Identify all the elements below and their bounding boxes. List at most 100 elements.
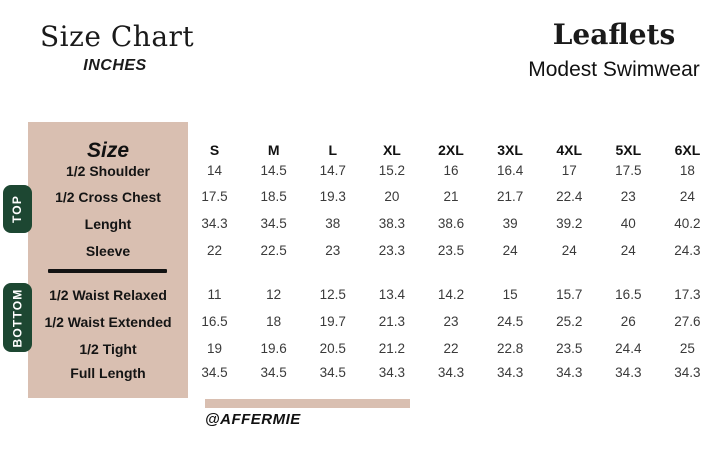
- measurement-value: 17: [561, 163, 577, 178]
- row-label: Full Length: [70, 365, 146, 381]
- measurement-value: 38: [325, 216, 341, 231]
- measurement-value: 21.2: [378, 341, 406, 356]
- measurement-value: 23: [443, 314, 459, 329]
- footer-accent-bar: [205, 399, 410, 408]
- measurement-value: 39: [502, 216, 518, 231]
- measurement-value: 16.4: [496, 163, 524, 178]
- measurement-value: 38.6: [437, 216, 465, 231]
- table-row: Full Length 34.5 34.5 34.5 34.3 34.3 34.3 34.3…: [0, 362, 720, 384]
- row-values: 14 14.5 14.7 15.2 16 16.4 17 17.5 18: [185, 160, 717, 182]
- row-values: S M L XL 2XL 3XL 4XL 5XL 6XL: [185, 139, 717, 161]
- row-label: Size: [86, 139, 130, 162]
- measurement-value: 22.8: [496, 341, 524, 356]
- size-column-header: 6XL: [674, 142, 701, 158]
- measurement-value: 23: [325, 243, 341, 258]
- page-title-block: Size Chart INCHES: [40, 20, 194, 75]
- measurement-value: 21.3: [378, 314, 406, 329]
- measurement-value: 34.3: [615, 365, 642, 380]
- measurement-value: 14.7: [319, 163, 346, 178]
- measurement-value: 23.5: [437, 243, 465, 258]
- table-row: 1/2 Waist Extended 16.5 18 19.7 21.3 23 24.5 2…: [0, 311, 720, 333]
- measurement-value: 34.3: [496, 365, 524, 380]
- measurement-value: 15: [502, 287, 518, 302]
- table-row: 1/2 Waist Relaxed 11 12 12.5 13.4 14.2 15 15.7…: [0, 284, 720, 306]
- row-label: Sleeve: [85, 243, 131, 259]
- measurement-value: 22.5: [260, 243, 287, 258]
- measurement-value: 39.2: [556, 216, 583, 231]
- size-column-header: 3XL: [497, 142, 523, 158]
- measurement-value: 34.5: [201, 365, 228, 380]
- measurement-value: 12.5: [319, 287, 346, 302]
- measurement-value: 26: [620, 314, 636, 329]
- brand-block: Leaflets Modest Swimwear: [516, 18, 712, 82]
- table-row: 1/2 Cross Chest 17.5 18.5 19.3 20 21 21.7 22.4…: [0, 186, 720, 208]
- measurement-value: 34.5: [319, 365, 346, 380]
- measurement-value: 40: [620, 216, 636, 231]
- table-row: Lenght 34.3 34.5 38 38.3 38.6 39 39.2 40 40.2: [0, 213, 720, 235]
- size-column-header: 2XL: [438, 142, 464, 158]
- size-column-header: 4XL: [556, 142, 583, 158]
- measurement-value: 11: [207, 287, 222, 302]
- measurement-value: 16.5: [615, 287, 642, 302]
- size-column-header: XL: [382, 142, 401, 158]
- table-row: Sleeve 22 22.5 23 23.3 23.5 24 24 24 24.3: [0, 240, 720, 262]
- measurement-value: 14: [207, 163, 223, 178]
- measurement-value: 20.5: [319, 341, 346, 356]
- row-label: 1/2 Shoulder: [65, 163, 151, 179]
- table-row: 1/2 Shoulder 14 14.5 14.7 15.2 16 16.4 17 17.5 1…: [0, 160, 720, 182]
- row-values: 19 19.6 20.5 21.2 22 22.8 23.5 24.4 25: [185, 338, 717, 360]
- row-values: 34.3 34.5 38 38.3 38.6 39 39.2 40 40.2: [185, 213, 717, 235]
- row-values: 17.5 18.5 19.3 20 21 21.7 22.4 23 24: [185, 186, 717, 208]
- section-badge-top: TOP: [3, 185, 32, 233]
- measurement-value: 24.4: [615, 341, 642, 356]
- row-label: 1/2 Tight: [79, 341, 137, 357]
- brand-name: Leaflets: [552, 18, 676, 51]
- row-values: 22 22.5 23 23.3 23.5 24 24 24 24.3: [185, 240, 717, 262]
- measurement-value: 19.7: [319, 314, 346, 329]
- measurement-value: 34.3: [437, 365, 465, 380]
- measurement-value: 19.3: [319, 189, 346, 204]
- measurement-value: 24: [679, 189, 695, 204]
- measurement-value: 17.3: [674, 287, 701, 302]
- measurement-value: 22: [443, 341, 459, 356]
- measurement-value: 19: [207, 341, 223, 356]
- measurement-value: 34.5: [260, 216, 287, 231]
- units-label: INCHES: [83, 57, 147, 74]
- row-label: 1/2 Cross Chest: [55, 189, 161, 205]
- social-handle: @AFFERMIE: [205, 411, 301, 428]
- size-column-header: 5XL: [615, 142, 642, 158]
- measurement-value: 18: [266, 314, 282, 329]
- measurement-value: 21.7: [496, 189, 524, 204]
- measurement-value: 18: [679, 163, 695, 178]
- label-column-background: [28, 122, 188, 398]
- measurement-value: 17.5: [615, 163, 642, 178]
- measurement-value: 20: [384, 189, 400, 204]
- measurement-value: 34.3: [378, 365, 406, 380]
- table-row: 1/2 Tight 19 19.6 20.5 21.2 22 22.8 23.5 24.4 25: [0, 338, 720, 360]
- measurement-value: 24.5: [496, 314, 524, 329]
- measurement-value: 25: [679, 341, 695, 356]
- measurement-value: 21: [443, 189, 459, 204]
- row-values: 11 12 12.5 13.4 14.2 15 15.7 16.5 17.3: [185, 284, 717, 306]
- measurement-value: 27.6: [674, 314, 701, 329]
- measurement-value: 23.3: [378, 243, 406, 258]
- measurement-value: 22.4: [556, 189, 583, 204]
- measurement-value: 24: [561, 243, 577, 258]
- row-label: 1/2 Waist Relaxed: [49, 287, 167, 303]
- measurement-value: 34.3: [201, 216, 228, 231]
- measurement-value: 34.5: [260, 365, 287, 380]
- table-header-row: Size S M L XL 2XL 3XL 4XL 5XL 6XL: [0, 139, 720, 162]
- measurement-value: 14.5: [260, 163, 287, 178]
- measurement-value: 34.3: [674, 365, 701, 380]
- measurement-value: 15.7: [556, 287, 583, 302]
- measurement-value: 16: [443, 163, 459, 178]
- section-divider-line: [48, 269, 167, 273]
- measurement-value: 22: [207, 243, 223, 258]
- row-values: 34.5 34.5 34.5 34.3 34.3 34.3 34.3 34.3 34.3: [185, 362, 717, 384]
- row-label: 1/2 Waist Extended: [44, 314, 172, 330]
- size-column-header: L: [328, 142, 338, 158]
- measurement-value: 17.5: [201, 189, 228, 204]
- measurement-value: 18.5: [260, 189, 287, 204]
- row-label: Lenght: [84, 216, 132, 232]
